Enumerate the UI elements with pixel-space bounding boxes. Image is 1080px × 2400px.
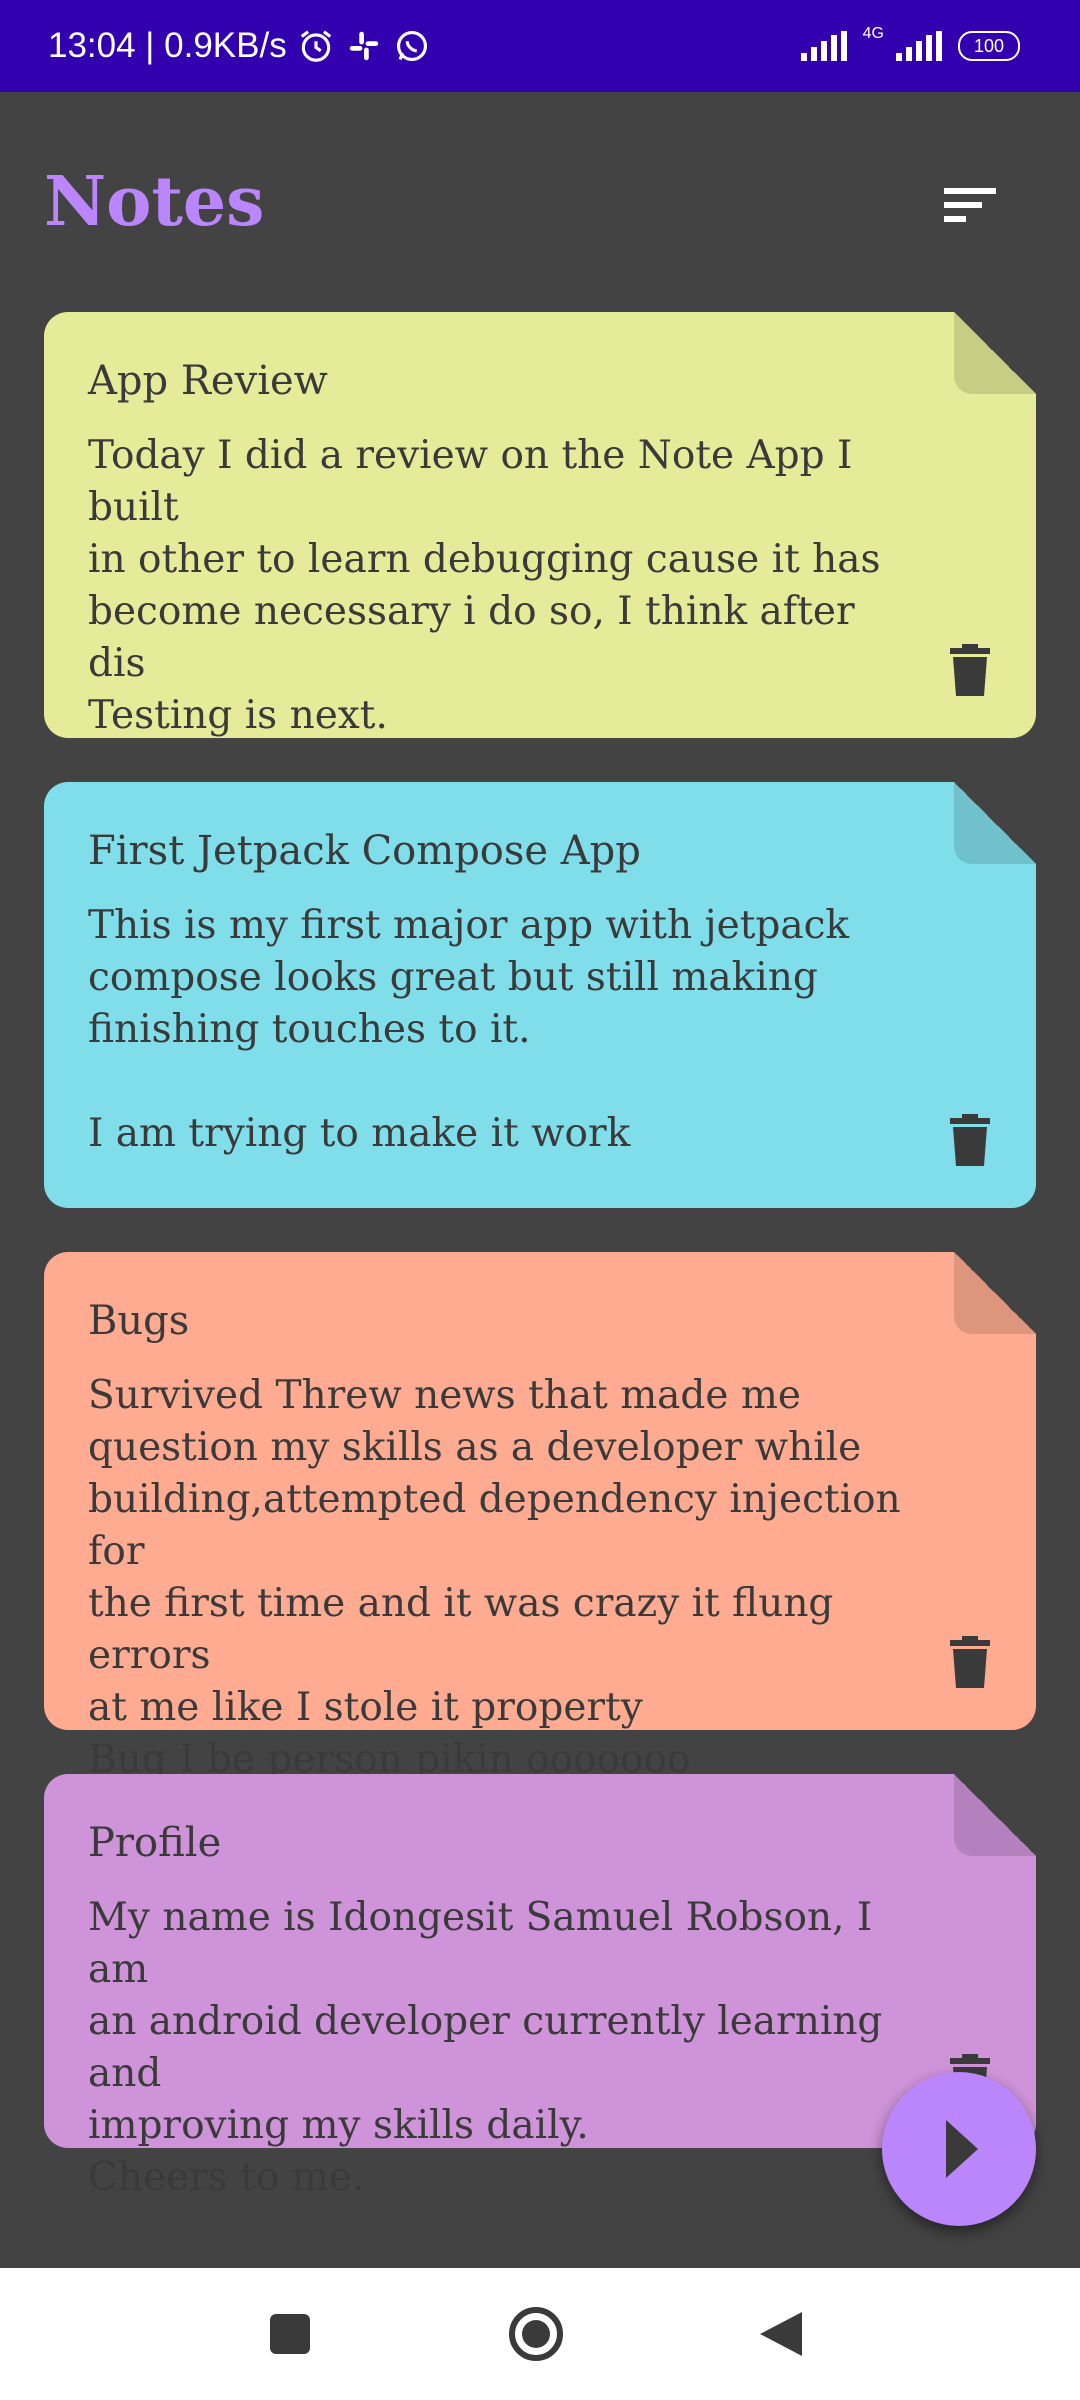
- sort-button[interactable]: [930, 170, 1010, 250]
- sort-icon: [944, 188, 996, 222]
- home-button[interactable]: [500, 2298, 572, 2370]
- note-folded-corner: [954, 782, 1036, 864]
- note-content: My name is Idongesit Samuel Robson, I am…: [88, 1895, 883, 2200]
- trash-icon: [950, 644, 990, 696]
- status-right: 4G 100: [800, 0, 1020, 92]
- note-card[interactable]: First Jetpack Compose App This is my fir…: [44, 782, 1036, 1208]
- slack-icon: [349, 31, 378, 61]
- note-folded-corner: [954, 1774, 1036, 1856]
- alarm-icon: [300, 30, 331, 62]
- note-content: This is my first major app with jetpack …: [88, 903, 850, 1156]
- app-header: Notes: [0, 92, 1080, 312]
- add-note-fab[interactable]: [882, 2072, 1036, 2226]
- battery-indicator: 100: [958, 31, 1020, 61]
- back-button[interactable]: [746, 2298, 818, 2370]
- network-type-label: 4G: [862, 25, 884, 42]
- note-title: Profile: [88, 1820, 222, 1866]
- play-arrow-icon: [946, 2120, 978, 2178]
- delete-note-button[interactable]: [950, 1636, 990, 1688]
- note-folded-corner: [954, 312, 1036, 394]
- note-title: Bugs: [88, 1298, 190, 1344]
- home-circle-icon: [509, 2307, 563, 2361]
- system-nav-bar: [0, 2268, 1080, 2400]
- status-time-speed: 13:04 | 0.9KB/s: [48, 26, 287, 65]
- note-content: Today I did a review on the Note App I b…: [88, 433, 881, 738]
- square-icon: [270, 2314, 310, 2354]
- note-title: App Review: [88, 358, 328, 404]
- recents-button[interactable]: [254, 2298, 326, 2370]
- delete-note-button[interactable]: [950, 1114, 990, 1166]
- note-title: First Jetpack Compose App: [88, 828, 641, 874]
- trash-icon: [950, 1636, 990, 1688]
- note-card[interactable]: Profile My name is Idongesit Samuel Robs…: [44, 1774, 1036, 2200]
- signal-icon: [800, 31, 847, 61]
- delete-note-button[interactable]: [950, 644, 990, 696]
- note-folded-corner: [954, 1252, 1036, 1334]
- signal-4g-icon: [896, 31, 942, 61]
- trash-icon: [950, 1114, 990, 1166]
- status-left: 13:04 | 0.9KB/s: [48, 0, 431, 92]
- note-card[interactable]: App Review Today I did a review on the N…: [44, 312, 1036, 738]
- back-triangle-icon: [760, 2312, 802, 2356]
- status-bar: 13:04 | 0.9KB/s 4G: [0, 0, 1080, 92]
- note-content: Survived Threw news that made me questio…: [88, 1373, 901, 1782]
- note-card[interactable]: Bugs Survived Threw news that made me qu…: [44, 1252, 1036, 1782]
- whatsapp-icon: [396, 30, 427, 62]
- page-title: Notes: [44, 162, 265, 242]
